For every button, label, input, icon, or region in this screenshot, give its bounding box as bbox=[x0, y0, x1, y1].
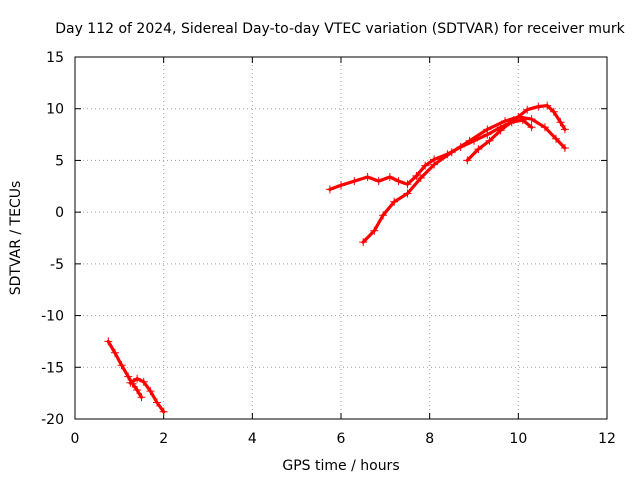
data-point bbox=[153, 398, 161, 407]
data-point bbox=[549, 107, 558, 116]
data-point bbox=[421, 161, 430, 170]
axis-ticks bbox=[74, 56, 608, 420]
y-tick-label: 0 bbox=[55, 205, 64, 221]
data-point bbox=[403, 180, 412, 189]
data-series bbox=[104, 101, 569, 416]
data-point bbox=[126, 378, 135, 387]
data-point bbox=[485, 136, 494, 145]
data-point bbox=[337, 181, 345, 190]
y-tick-label: 10 bbox=[46, 102, 64, 118]
data-point bbox=[447, 148, 456, 157]
y-tick-label: -5 bbox=[50, 257, 64, 273]
data-point bbox=[527, 123, 536, 132]
y-axis-label: SDTVAR / TECUs bbox=[8, 181, 24, 296]
y-tick-label: -15 bbox=[41, 360, 64, 376]
data-point bbox=[556, 118, 565, 127]
series-line bbox=[106, 339, 144, 399]
chart-title: Day 112 of 2024, Sidereal Day-to-day VTE… bbox=[55, 21, 625, 37]
data-point bbox=[523, 105, 532, 114]
data-point bbox=[509, 116, 518, 125]
data-point bbox=[416, 174, 425, 182]
data-point bbox=[394, 177, 403, 186]
series-track-a bbox=[104, 337, 146, 402]
y-tick-label: -10 bbox=[41, 309, 64, 325]
x-tick-label: 6 bbox=[337, 431, 346, 447]
series-points bbox=[126, 374, 168, 416]
data-point bbox=[133, 386, 142, 394]
data-point bbox=[363, 173, 372, 181]
y-tick-labels: 15 10 5 0 -5 -10 -15 -20 bbox=[41, 50, 64, 428]
data-point bbox=[501, 117, 509, 126]
data-point bbox=[534, 102, 543, 111]
data-point bbox=[483, 125, 492, 134]
data-point bbox=[133, 374, 142, 383]
x-tick-label: 2 bbox=[159, 431, 168, 447]
grid bbox=[75, 57, 607, 419]
data-point bbox=[325, 185, 334, 194]
data-point bbox=[552, 134, 560, 143]
data-point bbox=[403, 189, 412, 198]
x-tick-label: 8 bbox=[425, 431, 434, 447]
data-point bbox=[385, 173, 394, 181]
data-point bbox=[543, 101, 552, 110]
data-point bbox=[159, 407, 168, 416]
data-point bbox=[463, 156, 472, 165]
data-point bbox=[146, 387, 155, 396]
data-point bbox=[124, 372, 133, 381]
data-point bbox=[390, 197, 399, 206]
data-point bbox=[374, 177, 383, 186]
x-axis-label: GPS time / hours bbox=[282, 458, 399, 474]
data-point bbox=[560, 125, 569, 134]
data-point bbox=[137, 393, 146, 402]
y-tick-label: -20 bbox=[41, 412, 64, 428]
x-tick-label: 4 bbox=[248, 431, 257, 447]
data-point bbox=[104, 337, 113, 346]
x-tick-label: 10 bbox=[509, 431, 527, 447]
series-points bbox=[359, 113, 569, 247]
data-point bbox=[527, 115, 536, 124]
data-point bbox=[412, 171, 421, 180]
series-line bbox=[361, 115, 567, 244]
y-tick-label: 5 bbox=[55, 153, 64, 169]
data-point bbox=[496, 126, 505, 135]
y-tick-label: 15 bbox=[46, 50, 64, 66]
data-point bbox=[139, 377, 148, 386]
x-tick-label: 12 bbox=[598, 431, 616, 447]
data-point bbox=[379, 211, 388, 220]
data-point bbox=[560, 144, 569, 152]
series-track-e bbox=[463, 101, 569, 165]
data-point bbox=[370, 226, 379, 235]
data-point bbox=[430, 160, 439, 169]
data-point bbox=[117, 361, 126, 370]
x-tick-label: 0 bbox=[71, 431, 80, 447]
series-line bbox=[128, 377, 166, 414]
data-point bbox=[474, 145, 483, 154]
series-track-d bbox=[359, 113, 569, 247]
series-points bbox=[463, 101, 569, 165]
data-point bbox=[110, 348, 119, 357]
data-point bbox=[359, 238, 368, 247]
data-point bbox=[465, 136, 474, 145]
x-tick-labels: 0 2 4 6 8 10 12 bbox=[71, 431, 616, 447]
data-point bbox=[350, 177, 359, 186]
data-point bbox=[540, 123, 549, 132]
series-track-b bbox=[126, 374, 168, 416]
